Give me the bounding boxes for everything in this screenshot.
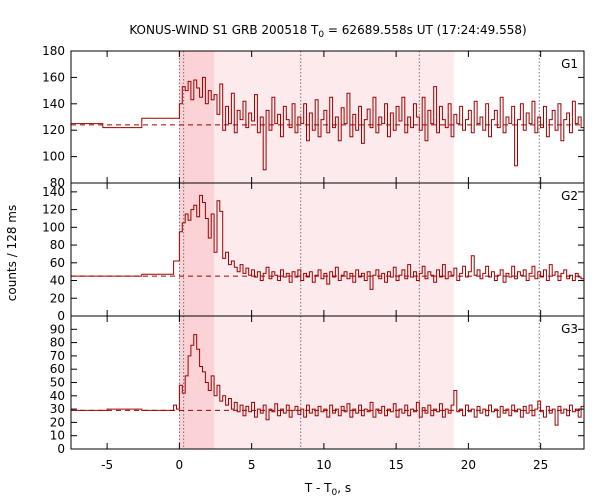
panel-g1: 80 100 120 140 160 180 G1 (42, 44, 585, 190)
y-tick-label: 140 (42, 185, 65, 199)
chart-title: KONUS-WIND S1 GRB 200518 T0 = 62689.558s… (129, 23, 526, 40)
y-tick-label: 60 (50, 362, 65, 376)
x-tick-label: 20 (461, 458, 476, 472)
y-tick-label: 50 (50, 376, 65, 390)
panel-label-g1: G1 (561, 57, 578, 71)
y-tick-label: 10 (50, 429, 65, 443)
x-axis-label-rest: , s (337, 481, 351, 495)
y-tick-label: 120 (42, 123, 65, 137)
x-tick-label: 0 (176, 458, 184, 472)
y-tick-label: 180 (42, 44, 65, 58)
y-tick-label: 100 (42, 220, 65, 234)
chart-title-subscript: 0 (318, 30, 324, 40)
x-tick-label: 10 (316, 458, 331, 472)
panel-label-g3: G3 (561, 322, 578, 336)
y-tick-label: 100 (42, 150, 65, 164)
x-tick-label: 5 (248, 458, 256, 472)
x-tick-label: -5 (101, 458, 113, 472)
y-tick-label: 40 (50, 274, 65, 288)
y-tick-label: 20 (50, 291, 65, 305)
y-tick-label: 20 (50, 415, 65, 429)
main-pulse-shade-g1 (179, 51, 215, 183)
y-tick-label: 80 (50, 176, 65, 190)
x-axis-tick-labels: -5 0 5 10 15 20 25 (101, 458, 548, 472)
chart-title-rest: = 62689.558s UT (17:24:49.558) (324, 23, 527, 37)
main-pulse-shade-g2 (179, 183, 215, 316)
light-curve-g1 (71, 76, 585, 171)
y-tick-label: 90 (50, 322, 65, 336)
y-tick-label: 120 (42, 203, 65, 217)
y-tick-label: 160 (42, 70, 65, 84)
light-curve-g2 (71, 194, 585, 290)
light-curve-g3 (71, 334, 585, 426)
y-tick-label: 40 (50, 389, 65, 403)
y-tick-label: 0 (57, 442, 65, 456)
chart-title-main: KONUS-WIND S1 GRB 200518 T (129, 23, 319, 37)
burst-shade-g1 (179, 51, 454, 183)
x-axis-label-main: T - T (304, 481, 332, 495)
y-tick-label: 80 (50, 238, 65, 252)
y-tick-label: 0 (57, 309, 65, 323)
burst-shade-g2 (179, 183, 454, 316)
burst-shade-g3 (179, 316, 454, 449)
x-axis-label-subscript: 0 (332, 488, 338, 498)
panel-label-g2: G2 (561, 189, 578, 203)
y-tick-label: 60 (50, 256, 65, 270)
x-axis-label: T - T0, s (304, 481, 351, 498)
y-tick-label: 70 (50, 349, 65, 363)
y-tick-label: 140 (42, 97, 65, 111)
y-axis-label: counts / 128 ms (5, 205, 19, 301)
y-tick-label: 30 (50, 402, 65, 416)
x-tick-label: 25 (533, 458, 548, 472)
panel-g2: 0 20 40 60 80 100 120 140 G2 (42, 182, 585, 323)
x-tick-label: 15 (389, 458, 404, 472)
y-tick-label: 80 (50, 336, 65, 350)
